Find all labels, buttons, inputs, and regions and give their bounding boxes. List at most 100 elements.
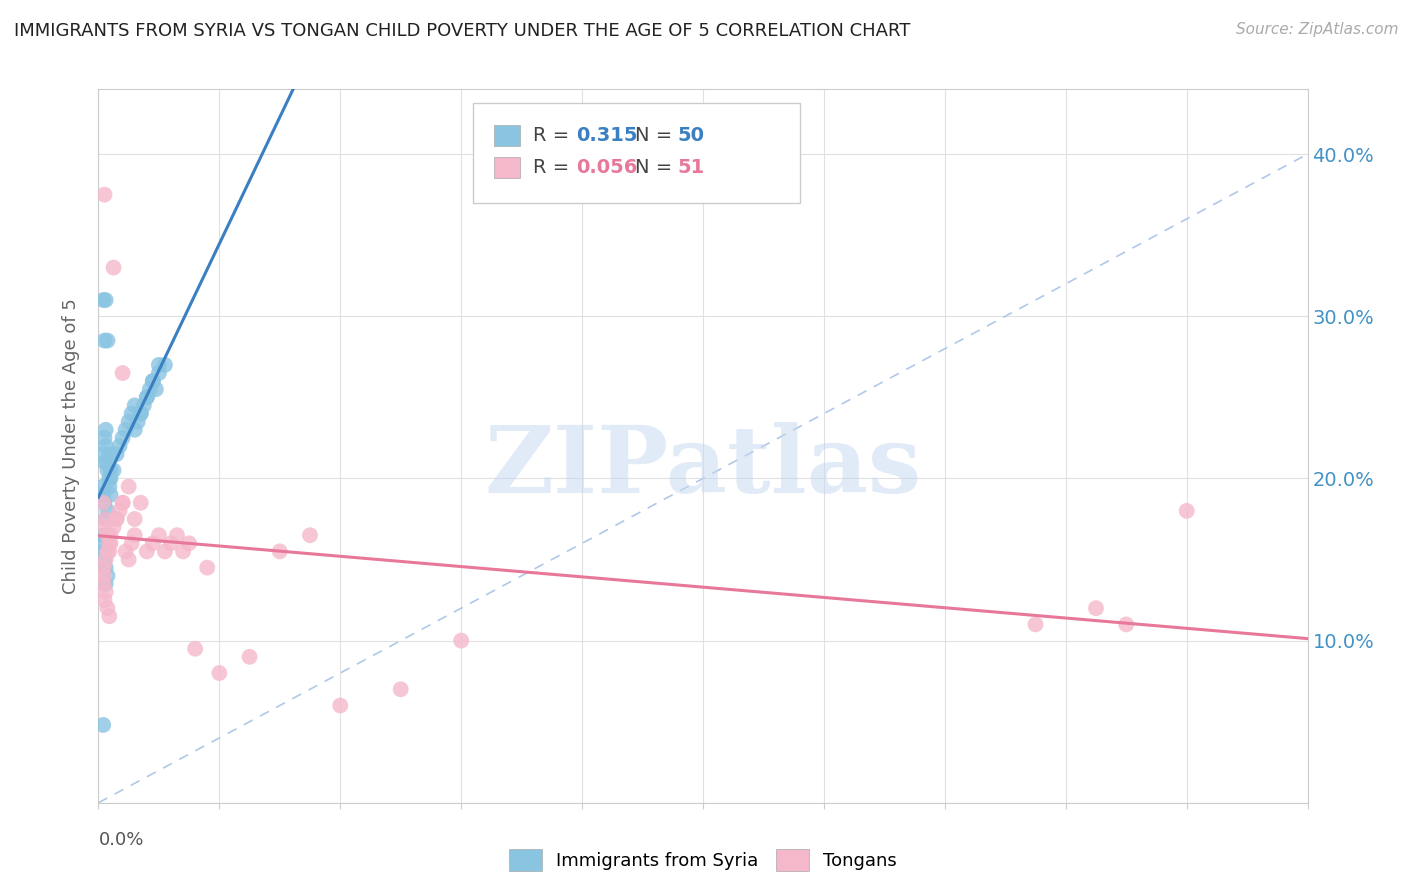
Point [96, 504, 118, 518]
Text: IMMIGRANTS FROM SYRIA VS TONGAN CHILD POVERTY UNDER THE AGE OF 5 CORRELATION CHA: IMMIGRANTS FROM SYRIA VS TONGAN CHILD PO… [14, 22, 911, 40]
Point [91, 488, 114, 502]
Point [129, 496, 152, 510]
Point [114, 544, 136, 558]
Point [148, 528, 170, 542]
Text: Source: ZipAtlas.com: Source: ZipAtlas.com [1236, 22, 1399, 37]
Point [153, 544, 176, 558]
Point [1175, 504, 1198, 518]
FancyBboxPatch shape [474, 103, 800, 203]
Point [100, 536, 122, 550]
Point [94, 560, 117, 574]
Point [96, 528, 118, 542]
Point [1024, 617, 1046, 632]
Point [108, 504, 131, 518]
Text: N =: N = [636, 158, 679, 178]
Point [124, 512, 146, 526]
Point [96, 568, 118, 582]
Point [108, 439, 131, 453]
Point [148, 358, 170, 372]
Point [145, 382, 167, 396]
Point [96, 544, 118, 558]
Point [100, 463, 122, 477]
Point [132, 399, 155, 413]
Text: 51: 51 [678, 158, 704, 178]
Point [111, 431, 134, 445]
Legend: Immigrants from Syria, Tongans: Immigrants from Syria, Tongans [502, 842, 904, 879]
Point [93, 334, 115, 348]
Point [111, 496, 134, 510]
Point [299, 528, 322, 542]
Point [208, 666, 231, 681]
Point [195, 560, 218, 574]
Point [98, 479, 121, 493]
Point [91, 536, 114, 550]
Point [127, 415, 149, 429]
Point [91, 479, 114, 493]
Point [135, 390, 157, 404]
Point [94, 293, 117, 307]
Point [93, 431, 115, 445]
Point [103, 260, 125, 275]
Point [124, 399, 146, 413]
Point [124, 528, 146, 542]
Bar [494, 157, 520, 178]
Point [100, 488, 122, 502]
Point [118, 415, 141, 429]
Point [91, 293, 114, 307]
Point [93, 455, 115, 469]
Point [94, 423, 117, 437]
Point [389, 682, 412, 697]
Point [105, 512, 128, 526]
Point [269, 544, 291, 558]
Point [160, 536, 183, 550]
Point [103, 520, 125, 534]
Point [179, 536, 201, 550]
Point [91, 577, 114, 591]
Point [100, 528, 122, 542]
Point [166, 528, 188, 542]
Point [94, 552, 117, 566]
Text: 0.315: 0.315 [576, 126, 637, 145]
Point [91, 718, 114, 732]
Text: 0.056: 0.056 [576, 158, 637, 178]
Point [91, 560, 114, 574]
Point [93, 593, 115, 607]
Point [96, 601, 118, 615]
Point [94, 512, 117, 526]
Point [98, 471, 121, 485]
Point [121, 407, 143, 421]
Point [93, 496, 115, 510]
Point [139, 382, 162, 396]
Point [93, 520, 115, 534]
Point [96, 334, 118, 348]
Point [100, 471, 122, 485]
Point [129, 407, 152, 421]
Point [96, 455, 118, 469]
Text: ZIPatlas: ZIPatlas [485, 423, 921, 512]
Point [142, 536, 165, 550]
Point [111, 366, 134, 380]
Point [98, 447, 121, 461]
Point [105, 447, 128, 461]
Point [129, 407, 152, 421]
Point [142, 374, 165, 388]
Point [93, 187, 115, 202]
Point [135, 544, 157, 558]
Point [91, 528, 114, 542]
Point [135, 390, 157, 404]
Point [94, 585, 117, 599]
Text: R =: R = [533, 158, 575, 178]
Point [98, 544, 121, 558]
Point [93, 552, 115, 566]
Point [124, 423, 146, 437]
Point [94, 439, 117, 453]
Point [111, 496, 134, 510]
Point [98, 609, 121, 624]
Point [114, 423, 136, 437]
Point [450, 633, 472, 648]
Point [1085, 601, 1108, 615]
Point [91, 496, 114, 510]
Point [1115, 617, 1137, 632]
Point [118, 552, 141, 566]
Point [153, 358, 176, 372]
